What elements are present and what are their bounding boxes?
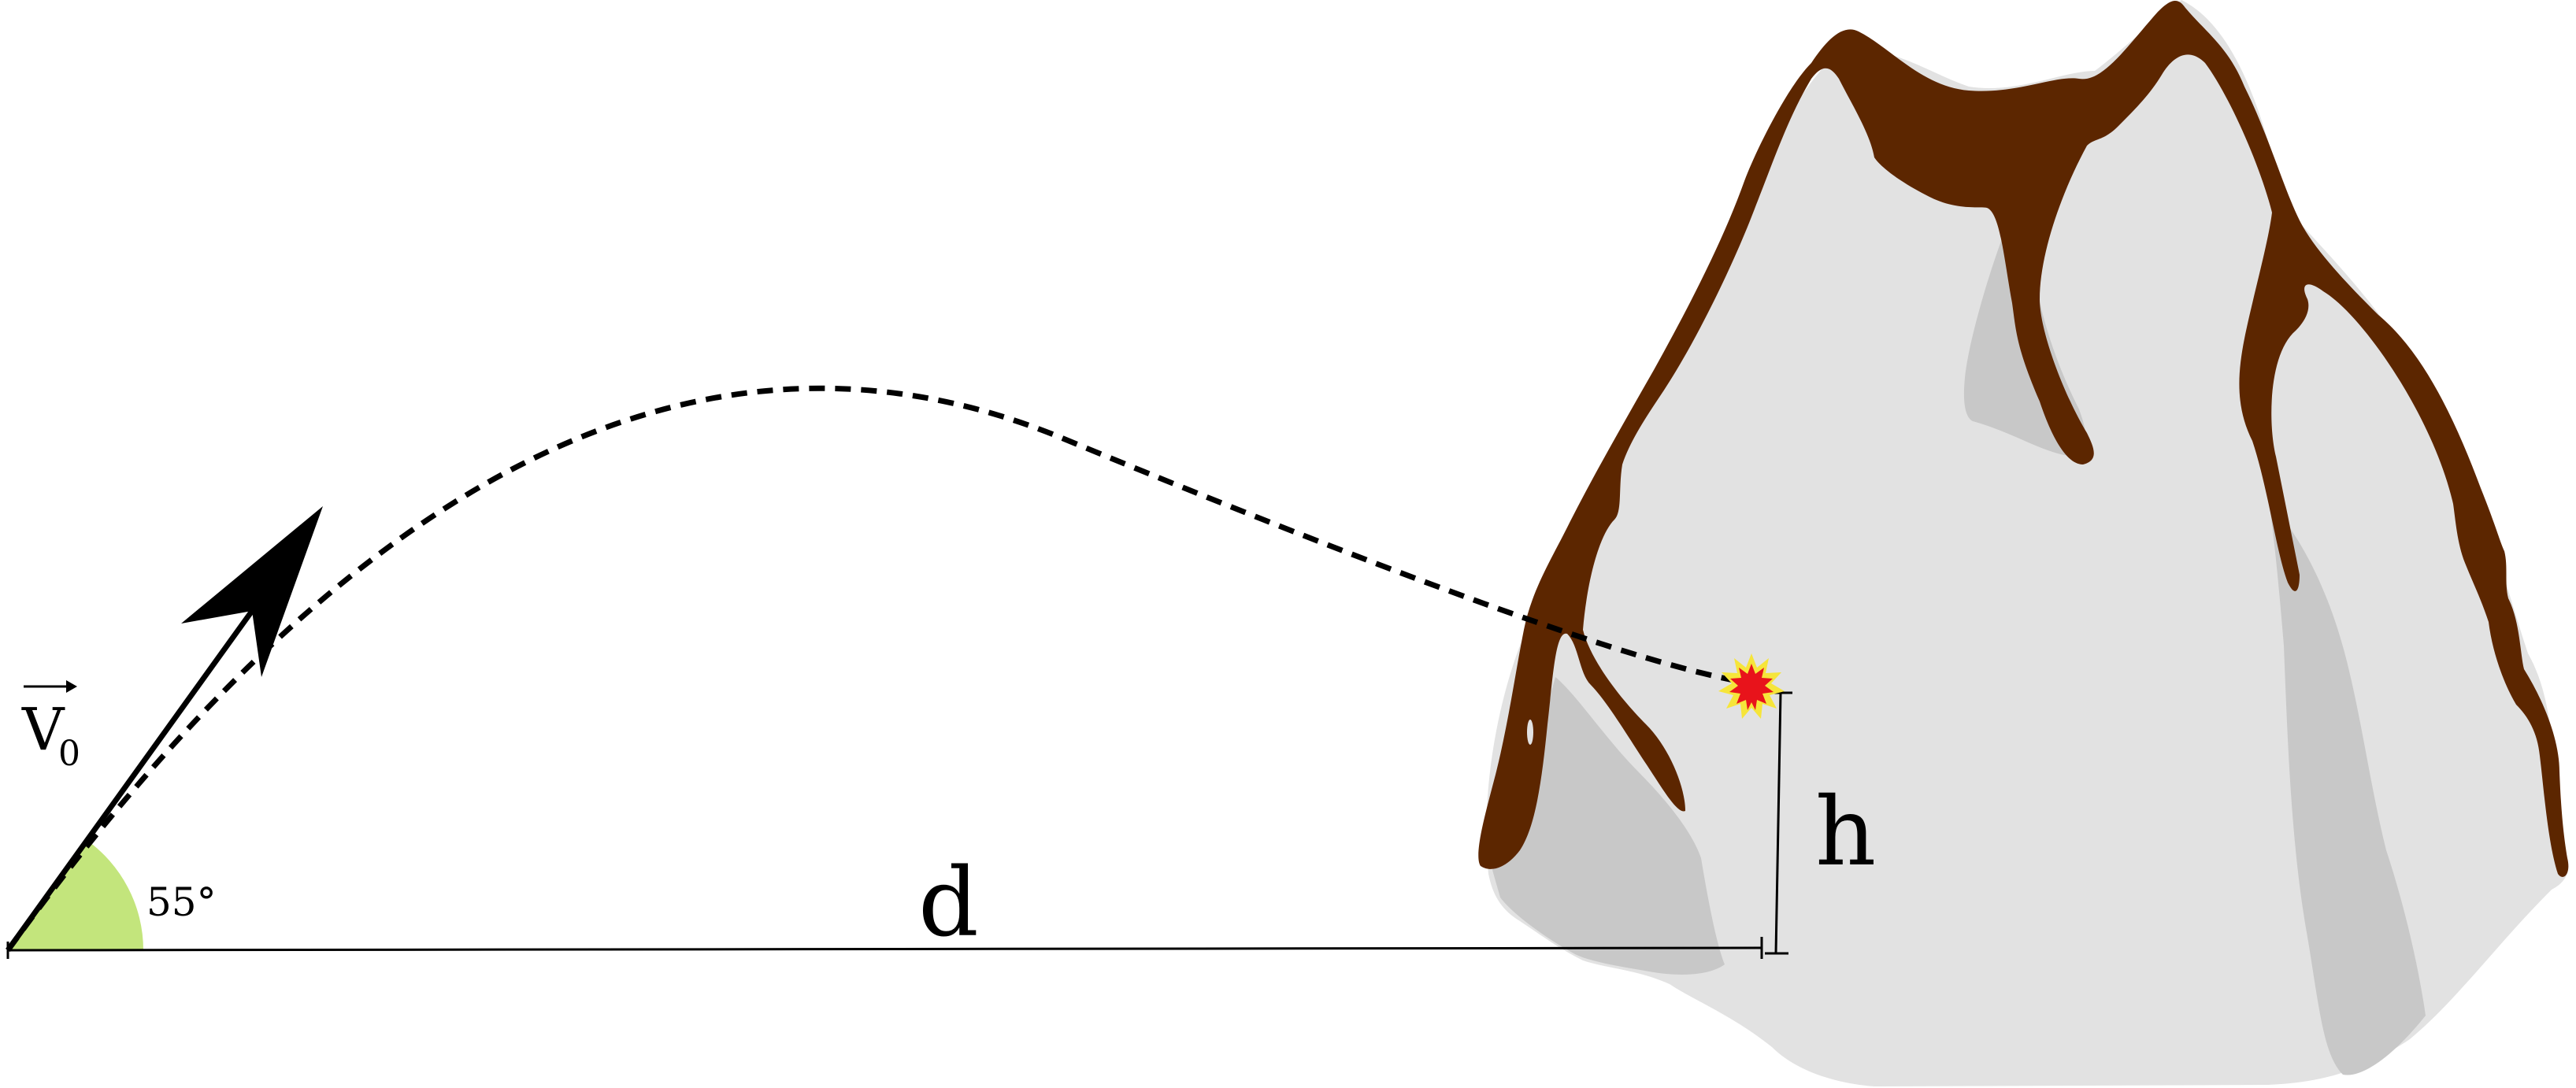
velocity-vector: [6, 609, 254, 953]
volcano-lava-spot: [1527, 720, 1533, 745]
velocity-label-vector-arrowhead: [66, 680, 77, 693]
distance-label: d: [918, 849, 979, 958]
volcano-lava: [1478, 0, 2569, 877]
launch-angle-label: 55°: [146, 879, 217, 925]
velocity-label-letter: V: [21, 696, 65, 764]
height-line: [1774, 692, 1782, 954]
launch-angle-arc: [8, 839, 143, 950]
velocity-label-subscript: 0: [58, 734, 80, 774]
impact-burst-core: [1729, 664, 1774, 710]
velocity-arrowhead: [181, 506, 323, 677]
volcano: [1478, 0, 2569, 1086]
height-label: h: [1815, 778, 1876, 887]
trajectory-path: [6, 385, 1748, 953]
volcano-shadow: [1492, 677, 1725, 975]
distance-line: [7, 946, 1762, 952]
velocity-label: V 0: [21, 680, 80, 774]
